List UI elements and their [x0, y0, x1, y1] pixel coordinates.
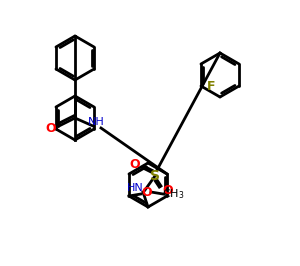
Text: O: O: [130, 157, 140, 171]
Text: HN: HN: [127, 183, 143, 193]
Text: O: O: [163, 184, 173, 197]
Text: O: O: [46, 122, 56, 135]
Text: F: F: [207, 80, 215, 93]
Text: NH: NH: [88, 117, 104, 127]
Text: O: O: [142, 185, 152, 198]
Text: S: S: [150, 169, 160, 183]
Text: CH$_3$: CH$_3$: [162, 187, 184, 201]
